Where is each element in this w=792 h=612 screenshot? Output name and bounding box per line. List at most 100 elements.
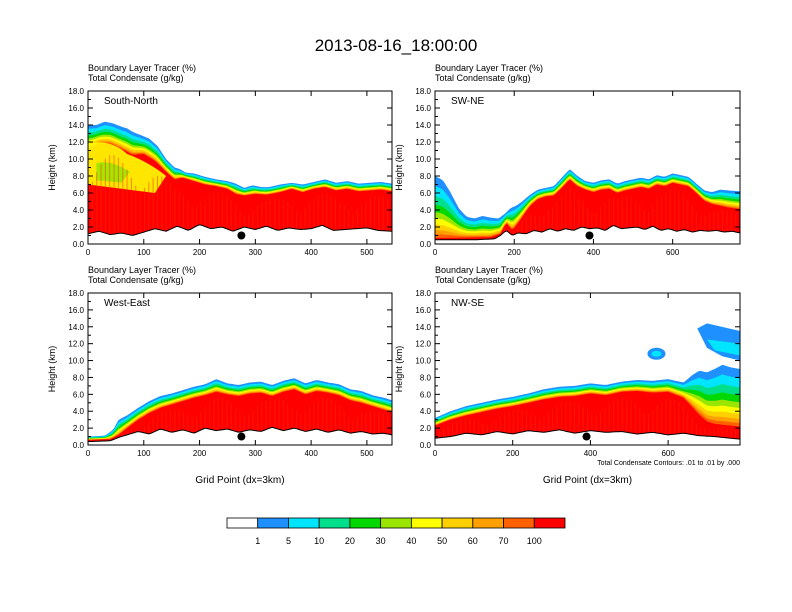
y-tick-label: 6.0 [420, 390, 432, 399]
panel-south-north: 0.0 2.0 4.0 6.0 8.0 10.0 12.0 14.0 16.0 18.0 0 100 2… [47, 63, 393, 257]
panel-label: West-East [104, 298, 150, 309]
y-tick-label: 16.0 [415, 306, 431, 315]
colorbar-label: 70 [499, 536, 509, 546]
terrain-line [435, 429, 740, 440]
panel-header-line: Boundary Layer Tracer (%) [88, 63, 196, 73]
y-tick-label: 8.0 [73, 172, 85, 181]
panel-header-line: Boundary Layer Tracer (%) [88, 265, 196, 275]
y-tick-label: 12.0 [415, 340, 431, 349]
plume-lime [96, 162, 130, 183]
y-tick-label: 10.0 [415, 155, 431, 164]
terrain-line [88, 426, 392, 443]
y-tick-label: 18.0 [68, 87, 84, 96]
y-tick-label: 0.0 [420, 441, 432, 450]
y-tick-label: 0.0 [73, 441, 85, 450]
panel-header-line: Boundary Layer Tracer (%) [435, 265, 543, 275]
x-tick-label: 500 [360, 449, 374, 458]
y-tick-label: 4.0 [73, 206, 85, 215]
colorbar-label: 5 [286, 536, 291, 546]
x-tick-label: 600 [661, 449, 675, 458]
plot-area [88, 121, 392, 244]
y-axis-label: Height (km) [47, 346, 57, 393]
x-tick-label: 200 [193, 248, 207, 257]
y-tick-label: 0.0 [420, 240, 432, 249]
panel-sw-ne: 0.0 2.0 4.0 6.0 8.0 10.0 12.0 14.0 16.0 18.0 0 200 4… [394, 63, 741, 257]
y-axis-label: Height (km) [47, 144, 57, 191]
y-tick-label: 8.0 [420, 373, 432, 382]
location-marker [237, 231, 246, 240]
y-axis-label: Height (km) [394, 346, 404, 393]
colorbar-swatch [349, 517, 382, 529]
location-marker [237, 432, 246, 441]
y-tick-label: 8.0 [73, 373, 85, 382]
y-tick-label: 8.0 [420, 172, 432, 181]
y-tick-label: 6.0 [420, 189, 432, 198]
upper-cloud-cyan [706, 339, 740, 356]
panel-label: South-North [104, 96, 158, 107]
y-tick-label: 18.0 [68, 289, 84, 298]
colorbar-label: 40 [406, 536, 416, 546]
panel-nw-se: 0.0 2.0 4.0 6.0 8.0 10.0 12.0 14.0 16.0 18.0 0 200 4… [394, 265, 741, 486]
colorbar-swatch [472, 517, 504, 529]
x-tick-label: 0 [433, 449, 438, 458]
y-tick-label: 6.0 [73, 390, 85, 399]
y-tick-label: 16.0 [68, 104, 84, 113]
y-tick-label: 18.0 [415, 87, 431, 96]
panels-group: 0.0 2.0 4.0 6.0 8.0 10.0 12.0 14.0 16.0 18.0 0 100 2… [47, 63, 741, 486]
x-tick-label: 0 [433, 248, 438, 257]
colorbar-swatch [441, 517, 474, 529]
y-tick-label: 12.0 [68, 340, 84, 349]
colorbar-swatch [288, 517, 320, 529]
y-tick-label: 0.0 [73, 240, 85, 249]
panel-header-line: Total Condensate (g/kg) [88, 73, 184, 83]
x-tick-label: 200 [508, 248, 522, 257]
y-tick-label: 10.0 [415, 357, 431, 366]
x-tick-label: 100 [137, 248, 151, 257]
y-tick-label: 18.0 [415, 289, 431, 298]
colorbar-swatch [226, 517, 259, 529]
cloud-blob-cyan [651, 350, 662, 357]
shade-layer-9 [88, 143, 392, 244]
y-tick-label: 2.0 [420, 223, 432, 232]
location-marker [585, 231, 594, 240]
colorbar-swatch [318, 517, 351, 529]
panel-header-line: Total Condensate (g/kg) [435, 275, 531, 285]
colorbar-label: 30 [376, 536, 386, 546]
panel-west-east: 0.0 2.0 4.0 6.0 8.0 10.0 12.0 14.0 16.0 18.0 0 100 2… [47, 265, 393, 486]
x-tick-label: 400 [304, 248, 318, 257]
x-tick-label: 200 [193, 449, 207, 458]
colorbar-label: 10 [314, 536, 324, 546]
y-tick-label: 14.0 [415, 323, 431, 332]
x-tick-label: 400 [304, 449, 318, 458]
colorbar-swatch [380, 517, 412, 529]
figure-title: 2013-08-16_18:00:00 [315, 36, 478, 55]
x-tick-label: 0 [86, 449, 91, 458]
x-axis-label: Grid Point (dx=3km) [195, 475, 284, 486]
colorbar-swatch [533, 517, 566, 529]
panel-header-line: Total Condensate (g/kg) [88, 275, 184, 285]
plot-area [88, 378, 392, 445]
x-tick-label: 300 [249, 449, 263, 458]
y-tick-label: 16.0 [415, 104, 431, 113]
y-tick-label: 16.0 [68, 306, 84, 315]
colorbar-label: 60 [468, 536, 478, 546]
x-tick-label: 300 [249, 248, 263, 257]
y-tick-label: 2.0 [73, 424, 85, 433]
y-tick-label: 4.0 [420, 206, 432, 215]
y-tick-label: 14.0 [415, 121, 431, 130]
x-tick-label: 200 [506, 449, 520, 458]
colorbar-label: 50 [437, 536, 447, 546]
panel-label: SW-NE [451, 96, 484, 107]
colorbar-swatch [410, 517, 443, 529]
location-marker [582, 432, 591, 441]
panel-header-line: Boundary Layer Tracer (%) [435, 63, 543, 73]
x-tick-label: 0 [86, 248, 91, 257]
y-tick-label: 10.0 [68, 155, 84, 164]
contour-note: Total Condensate Contours: .01 to .01 by… [597, 460, 740, 467]
colorbar-swatch [503, 517, 535, 529]
terrain-line [88, 224, 392, 236]
terrain-line [435, 224, 740, 241]
y-tick-label: 6.0 [73, 189, 85, 198]
x-tick-label: 100 [137, 449, 151, 458]
colorbar-label: 1 [255, 536, 260, 546]
